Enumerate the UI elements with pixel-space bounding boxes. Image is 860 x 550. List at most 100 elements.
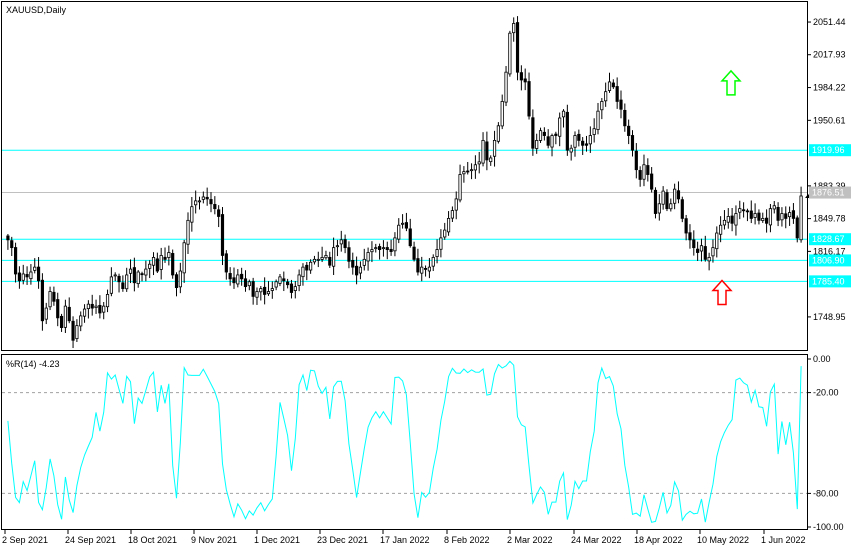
candle-body <box>738 208 742 213</box>
candle-body <box>105 294 110 308</box>
time-tick-label: 1 Jun 2022 <box>761 535 806 545</box>
candlestick-series <box>6 16 812 349</box>
price-tick-label: 2017.93 <box>813 50 846 60</box>
candle-body <box>527 81 531 117</box>
candle-body <box>174 274 179 289</box>
candle-body <box>600 101 604 111</box>
candle-body <box>186 219 190 245</box>
price-axis: 2051.44 2017.93 1984.22 1950.61 1883.39 1849.… <box>807 17 846 322</box>
indicator-axis: 0.00 -20.00 -80.00 -100.00 <box>807 354 844 532</box>
candle-body <box>75 325 79 339</box>
candle-body <box>454 198 458 211</box>
candle-body <box>155 258 159 272</box>
candle-body <box>278 276 282 284</box>
candle-body <box>535 140 539 149</box>
candle-body <box>286 281 290 286</box>
time-tick-label: 9 Nov 2021 <box>191 535 237 545</box>
candle-body <box>370 249 374 253</box>
candle-body <box>699 245 704 252</box>
candle-body <box>439 237 443 250</box>
candle-body <box>692 239 696 249</box>
candle-body <box>182 242 186 274</box>
horizontal-levels <box>2 149 807 282</box>
candle-body <box>515 22 520 73</box>
candle-body <box>753 213 757 218</box>
candle-body <box>86 303 90 310</box>
candle-body <box>722 219 727 226</box>
candle-body <box>217 209 221 217</box>
candle-body <box>469 169 474 172</box>
candle-body <box>381 247 386 250</box>
candle-body <box>351 260 355 268</box>
candle-body <box>772 205 776 210</box>
candle-body <box>761 218 765 221</box>
candle-body <box>673 188 677 204</box>
candle-body <box>791 210 796 219</box>
candle-body <box>171 253 175 276</box>
candle-body <box>581 140 585 146</box>
candle-body <box>650 173 654 190</box>
indicator-tick-label: -20.00 <box>813 388 839 398</box>
candle-body <box>347 247 351 262</box>
candle-body <box>512 23 516 34</box>
candle-body <box>523 78 527 83</box>
candle-body <box>538 130 543 141</box>
candle-body <box>569 147 573 153</box>
candle-body <box>13 247 18 275</box>
candle-body <box>125 274 129 290</box>
candle-body <box>734 213 738 226</box>
candle-body <box>102 305 106 313</box>
level-tag-box <box>809 275 851 288</box>
candle-body <box>10 240 14 249</box>
candle-body <box>416 258 420 273</box>
candle-body <box>481 140 485 164</box>
candle-body <box>646 165 650 175</box>
symbol-label: XAUUSD,Daily <box>6 5 67 15</box>
candle-body <box>79 315 83 327</box>
candle-body <box>611 82 615 88</box>
candle-body <box>255 291 259 298</box>
candle-body <box>680 199 684 219</box>
candle-body <box>324 255 328 259</box>
candle-body <box>17 272 21 282</box>
candle-body <box>44 307 48 320</box>
candle-body <box>765 217 769 224</box>
candle-body <box>703 246 707 260</box>
candle-body <box>730 215 734 224</box>
candle-body <box>420 266 424 274</box>
candle-body <box>339 239 343 245</box>
candle-body <box>197 200 202 203</box>
candle-body <box>332 247 336 267</box>
candle-body <box>213 204 217 210</box>
candle-body <box>715 232 719 250</box>
price-level-tags: 1919.96 1828.67 1806.90 1785.40 1876.51 <box>809 144 851 288</box>
price-tick-label: 1883.39 <box>813 181 846 191</box>
price-tick-label: 1984.22 <box>813 83 846 93</box>
candle-body <box>795 217 799 239</box>
candle-body <box>94 305 98 308</box>
candle-body <box>56 299 60 319</box>
time-tick-label: 23 Dec 2021 <box>317 535 368 545</box>
candle-body <box>389 248 393 252</box>
candle-body <box>320 256 324 260</box>
candle-body <box>274 281 278 288</box>
time-tick-label: 2 Mar 2022 <box>507 535 553 545</box>
candle-body <box>355 265 359 276</box>
candle-body <box>362 258 366 266</box>
candle-body <box>588 135 592 145</box>
indicator-tick-label: -80.00 <box>813 488 839 498</box>
candle-body <box>592 128 596 135</box>
candle-body <box>596 110 600 130</box>
candle-body <box>228 273 232 280</box>
candle-body <box>784 213 788 219</box>
candle-body <box>243 278 248 288</box>
candle-body <box>619 99 623 110</box>
candle-body <box>623 109 627 127</box>
candle-body <box>328 256 332 266</box>
candle-body <box>684 218 688 234</box>
candle-body <box>6 235 10 241</box>
candle-body <box>128 268 133 274</box>
time-tick-label: 24 Sep 2021 <box>65 535 116 545</box>
candle-body <box>443 229 447 238</box>
candle-body <box>504 71 508 103</box>
